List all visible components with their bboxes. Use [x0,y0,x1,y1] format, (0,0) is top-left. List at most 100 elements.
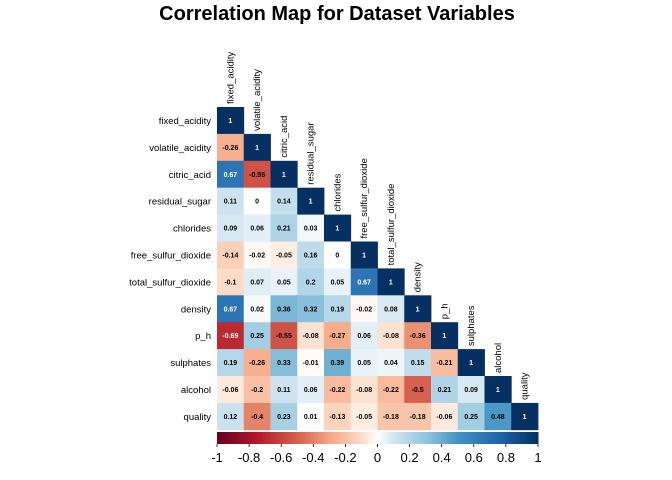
cell-value-label: 0 [335,252,339,259]
heatmap-cell [270,376,298,404]
cell-value-label: -0.55 [249,172,265,179]
heatmap-cell [324,376,352,404]
legend-swatch [467,432,471,444]
legend-swatch [239,432,242,444]
legend-swatch [461,432,465,444]
legend-swatch [305,432,308,444]
column-label: citric_acid [279,116,290,158]
legend-swatch [455,432,459,444]
row-label: fixed_acidity [159,116,212,127]
heatmap-cell [217,187,245,215]
color-legend: -1 -0.8 -0.6 -0.4 -0.2 0 0.2 0.4 0.6 0.8 1 [211,432,542,465]
legend-swatch [255,432,258,444]
legend-swatch [327,432,330,444]
legend-swatch [503,432,507,444]
legend-swatch [481,432,485,444]
heatmap-cell [404,349,432,377]
cell-value-label: 0.67 [357,279,371,286]
legend-swatch [487,432,491,444]
legend-swatch [527,432,531,444]
heatmap-cell [270,322,298,350]
legend-swatch [231,432,234,444]
heatmap-cell [217,133,245,162]
cell-value-label: 0.16 [304,252,318,259]
row-label: alcohol [181,385,211,396]
legend-swatch [265,432,268,444]
heatmap-cell [243,322,271,350]
heatmap-cell [297,295,325,323]
legend-swatch [343,432,346,444]
cell-value-label: 1 [496,387,500,394]
legend-swatch [517,432,521,444]
cell-value-label: -0.18 [383,414,399,421]
cell-value-label: 1 [282,172,286,179]
heatmap-cell [404,402,432,431]
heatmap-cell [350,402,378,431]
legend-swatch [355,432,358,444]
legend-swatch [243,432,246,444]
legend-swatch [335,432,338,444]
legend-swatch [421,432,425,444]
heatmap-cell [484,402,512,431]
cell-value-label: -0.14 [222,252,238,259]
cell-value-label: 0.03 [304,226,318,233]
heatmap-cell [243,349,271,377]
legend-swatch [313,432,316,444]
cell-value-label: -0.08 [356,387,372,394]
legend-swatch [533,432,537,444]
legend-swatch [493,432,497,444]
legend-swatch [347,432,350,444]
column-label: free_sulfur_dioxide [359,158,370,238]
cell-value-label: 0.04 [384,360,398,367]
heatmap-cell [270,187,298,215]
legend-swatch [333,432,336,444]
cell-value-label: 0.09 [224,226,238,233]
cell-value-label: -0.2 [251,387,263,394]
legend-swatch [399,432,403,444]
heatmap-cell [404,322,432,350]
heatmap-cell [431,402,459,431]
legend-swatch [397,432,401,444]
cell-value-label: -0.06 [222,387,238,394]
legend-swatch [523,432,527,444]
legend-swatch [525,432,529,444]
legend-swatch [473,432,477,444]
legend-swatch [225,432,228,444]
cell-value-label: -0.06 [436,414,452,421]
heatmap-cell [243,133,271,162]
cell-value-label: 0.23 [277,414,291,421]
legend-swatch [249,432,252,444]
heatmap-cell [324,214,352,242]
legend-swatch [307,432,310,444]
legend-swatch [293,432,296,444]
heatmap-cell [457,376,485,404]
legend-swatch [403,432,407,444]
column-label: sulphates [466,305,477,346]
legend-swatch [419,432,423,444]
legend-swatch [363,432,366,444]
heatmap-cell [457,349,485,377]
heatmap-cell [297,241,325,269]
legend-tick-label: -0.4 [302,450,324,465]
heatmap-cell [217,107,245,135]
heatmap-cell [297,402,325,431]
legend-swatch [311,432,314,444]
legend-swatch [535,432,539,444]
legend-swatch [407,432,411,444]
cell-value-label: 1 [309,199,313,206]
legend-swatch [229,432,232,444]
cell-value-label: 0.08 [384,306,398,313]
heatmap-cell [377,295,405,323]
cell-value-label: -0.18 [410,414,426,421]
legend-swatch [451,432,455,444]
legend-swatch [275,432,278,444]
row-label: sulphates [170,358,211,369]
legend-swatch [475,432,479,444]
heatmap-cell [243,187,271,215]
legend-swatch [409,432,413,444]
heatmap-cell [270,268,298,296]
heatmap-cell [270,349,298,377]
cell-value-label: -0.08 [303,333,319,340]
row-label: total_sulfur_dioxide [129,277,211,288]
